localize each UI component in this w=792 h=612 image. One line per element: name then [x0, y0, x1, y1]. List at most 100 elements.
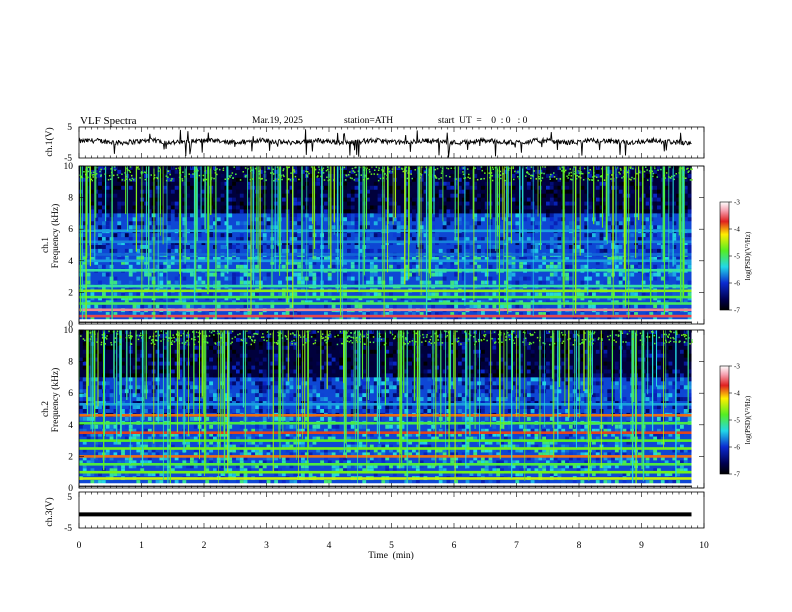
spec-cell [595, 316, 600, 321]
spec-cell [132, 304, 137, 309]
spec-cell [588, 272, 592, 277]
spec-cell [308, 193, 313, 198]
ch2-spectrogram [78, 330, 693, 489]
spec-cell [79, 432, 83, 437]
spec-speckle [665, 172, 668, 174]
spec-cell [174, 397, 179, 402]
spec-cell [450, 217, 455, 222]
spec-cell [209, 424, 214, 429]
spec-cell [477, 304, 481, 309]
spec-cell [358, 256, 363, 261]
spec-cell [653, 213, 658, 218]
spec-cell [170, 237, 175, 242]
spec-cell [220, 209, 225, 214]
spec-cell [446, 248, 451, 253]
spec-cell [105, 185, 110, 190]
spec-cell [599, 193, 604, 198]
spec-cell [105, 385, 110, 390]
spec-cell [167, 248, 171, 253]
spec-cell [255, 448, 259, 453]
spec-cell [614, 169, 619, 174]
spec-speckle [411, 177, 413, 180]
spec-cell [549, 185, 554, 190]
spec-cell [289, 316, 294, 321]
spec-cell [641, 237, 646, 242]
spec-cell [102, 264, 106, 269]
colorbar-tick-label: -4 [734, 226, 740, 234]
spec-cell [316, 237, 321, 242]
spec-cell [496, 173, 501, 178]
spec-cell [289, 217, 294, 222]
spec-cell [584, 264, 589, 269]
spec-cell [90, 205, 95, 210]
spec-cell [297, 260, 302, 265]
spec-speckle [578, 175, 580, 178]
spec-cell [423, 256, 428, 261]
spec-cell [553, 201, 558, 206]
spec-cell [465, 260, 470, 265]
spec-cell [324, 248, 328, 253]
spec-cell [400, 272, 405, 277]
spec-cell [209, 436, 214, 441]
spec-cell [465, 197, 470, 202]
spec-cell [366, 312, 370, 317]
spec-cell [224, 480, 229, 485]
spec-cell [213, 432, 217, 437]
spec-cell [446, 185, 451, 190]
spec-cell [546, 189, 550, 194]
spec-cell [653, 185, 658, 190]
spec-cell [86, 460, 91, 465]
spec-cell [258, 193, 263, 198]
spec-cell [542, 166, 547, 170]
spec-cell [174, 349, 179, 354]
spec-cell [193, 472, 198, 477]
spec-cell [350, 169, 355, 174]
spec-cell [86, 304, 91, 309]
spec-cell [350, 185, 355, 190]
spec-cell [124, 416, 129, 421]
spec-cell [224, 349, 229, 354]
spec-cell [400, 189, 405, 194]
spec-cell [105, 373, 110, 378]
frequency-band [79, 259, 692, 263]
spec-cell [170, 452, 175, 457]
spec-cell [572, 213, 577, 218]
spec-cell [324, 256, 328, 261]
spec-cell [209, 292, 214, 297]
spec-cell [465, 185, 470, 190]
spec-cell [128, 166, 133, 170]
spec-cell [82, 409, 87, 413]
spec-cell [473, 217, 478, 222]
spec-cell [496, 209, 501, 214]
spec-cell [569, 272, 573, 277]
spec-cell [442, 197, 447, 202]
spec-cell [144, 472, 148, 477]
spec-cell [239, 448, 244, 453]
spec-cell [683, 169, 688, 174]
spec-speckle [462, 167, 465, 169]
spec-cell [113, 189, 118, 194]
spec-cell [121, 373, 125, 378]
spec-speckle [79, 174, 81, 176]
spec-cell [511, 316, 516, 321]
spec-cell [228, 416, 233, 421]
spec-speckle [265, 179, 267, 181]
spec-cell [178, 349, 183, 354]
spec-cell [159, 276, 164, 281]
spec-cell [216, 221, 221, 226]
spec-cell [565, 189, 570, 194]
spec-cell [117, 292, 122, 297]
spec-cell [572, 201, 577, 206]
spec-speckle [405, 166, 408, 168]
spec-cell [105, 393, 110, 398]
spec-cell [228, 424, 233, 429]
spec-cell [209, 460, 214, 465]
spec-cell [205, 452, 210, 457]
spec-cell [258, 365, 263, 370]
spec-cell [128, 221, 133, 226]
spec-cell [220, 181, 225, 186]
spec-cell [446, 221, 451, 226]
spec-cell [454, 209, 459, 214]
spec-cell [201, 428, 206, 433]
